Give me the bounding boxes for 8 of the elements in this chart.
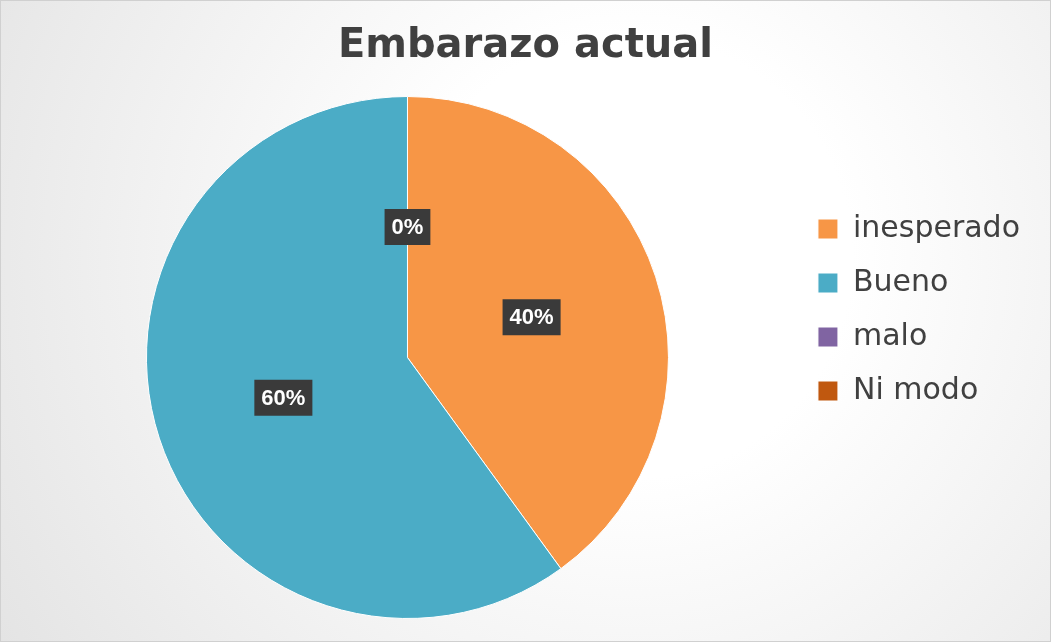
legend-label: malo [852, 316, 928, 352]
legend-label: Ni modo [852, 370, 979, 406]
data-label: 60% [261, 384, 306, 410]
chart-title: Embarazo actual [337, 20, 714, 67]
legend-label: inesperado [852, 208, 1021, 244]
data-label: 40% [509, 304, 554, 330]
text: 0% [391, 214, 424, 240]
legend-label: Bueno [852, 262, 949, 298]
